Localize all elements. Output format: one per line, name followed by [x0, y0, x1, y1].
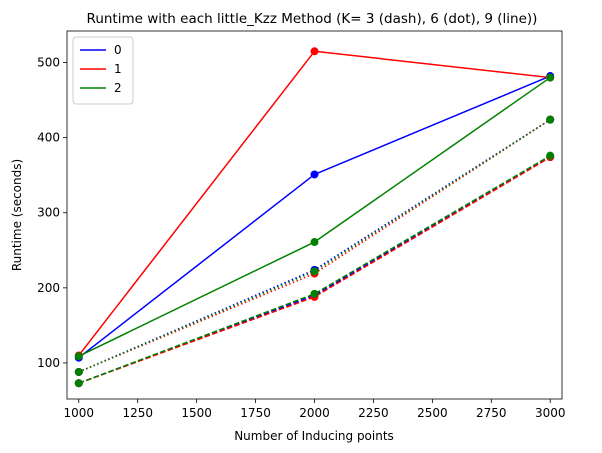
legend-box: [72, 36, 134, 105]
y-tick-label: 400: [37, 131, 60, 145]
data-point: [74, 379, 83, 388]
x-tick-label: 3000: [535, 406, 566, 420]
x-tick-label: 2000: [299, 406, 330, 420]
x-tick-label: 2750: [476, 406, 507, 420]
series-line-k3-s7: [78, 156, 551, 384]
x-tick-label: 2500: [417, 406, 448, 420]
y-tick-label: 300: [37, 206, 60, 220]
x-tick-label: 1000: [64, 406, 95, 420]
data-point: [310, 267, 319, 276]
legend-label: 2: [114, 81, 122, 95]
data-point: [310, 289, 319, 298]
marker-layer: [74, 47, 555, 388]
data-point: [74, 352, 83, 361]
legend-label: 0: [114, 43, 122, 57]
x-tick-label: 1500: [181, 406, 212, 420]
data-point: [546, 73, 555, 82]
series-line-k3-s8: [78, 155, 551, 384]
y-tick-label: 200: [37, 281, 60, 295]
x-tick-label: 2250: [358, 406, 389, 420]
data-point: [546, 151, 555, 160]
data-point: [310, 238, 319, 247]
legend-label: 1: [114, 62, 122, 76]
data-point: [310, 170, 319, 179]
chart-title: Runtime with each little_Kzz Method (K= …: [87, 11, 538, 27]
data-point: [74, 367, 83, 376]
plot-area: [67, 31, 562, 399]
y-tick-label: 500: [37, 56, 60, 70]
y-tick-label: 100: [37, 356, 60, 370]
y-axis: 100 200 300 400 500: [37, 56, 67, 370]
x-axis: 1000 1250 1500 1750 2000 2250 2500 2750 3000: [64, 399, 566, 420]
data-point: [546, 115, 555, 124]
x-tick-label: 1250: [122, 406, 153, 420]
data-point: [310, 47, 319, 56]
y-axis-label: Runtime (seconds): [10, 159, 24, 271]
legend: 0 1 2: [72, 36, 134, 105]
x-tick-label: 1750: [240, 406, 271, 420]
x-axis-label: Number of Inducing points: [234, 429, 394, 443]
